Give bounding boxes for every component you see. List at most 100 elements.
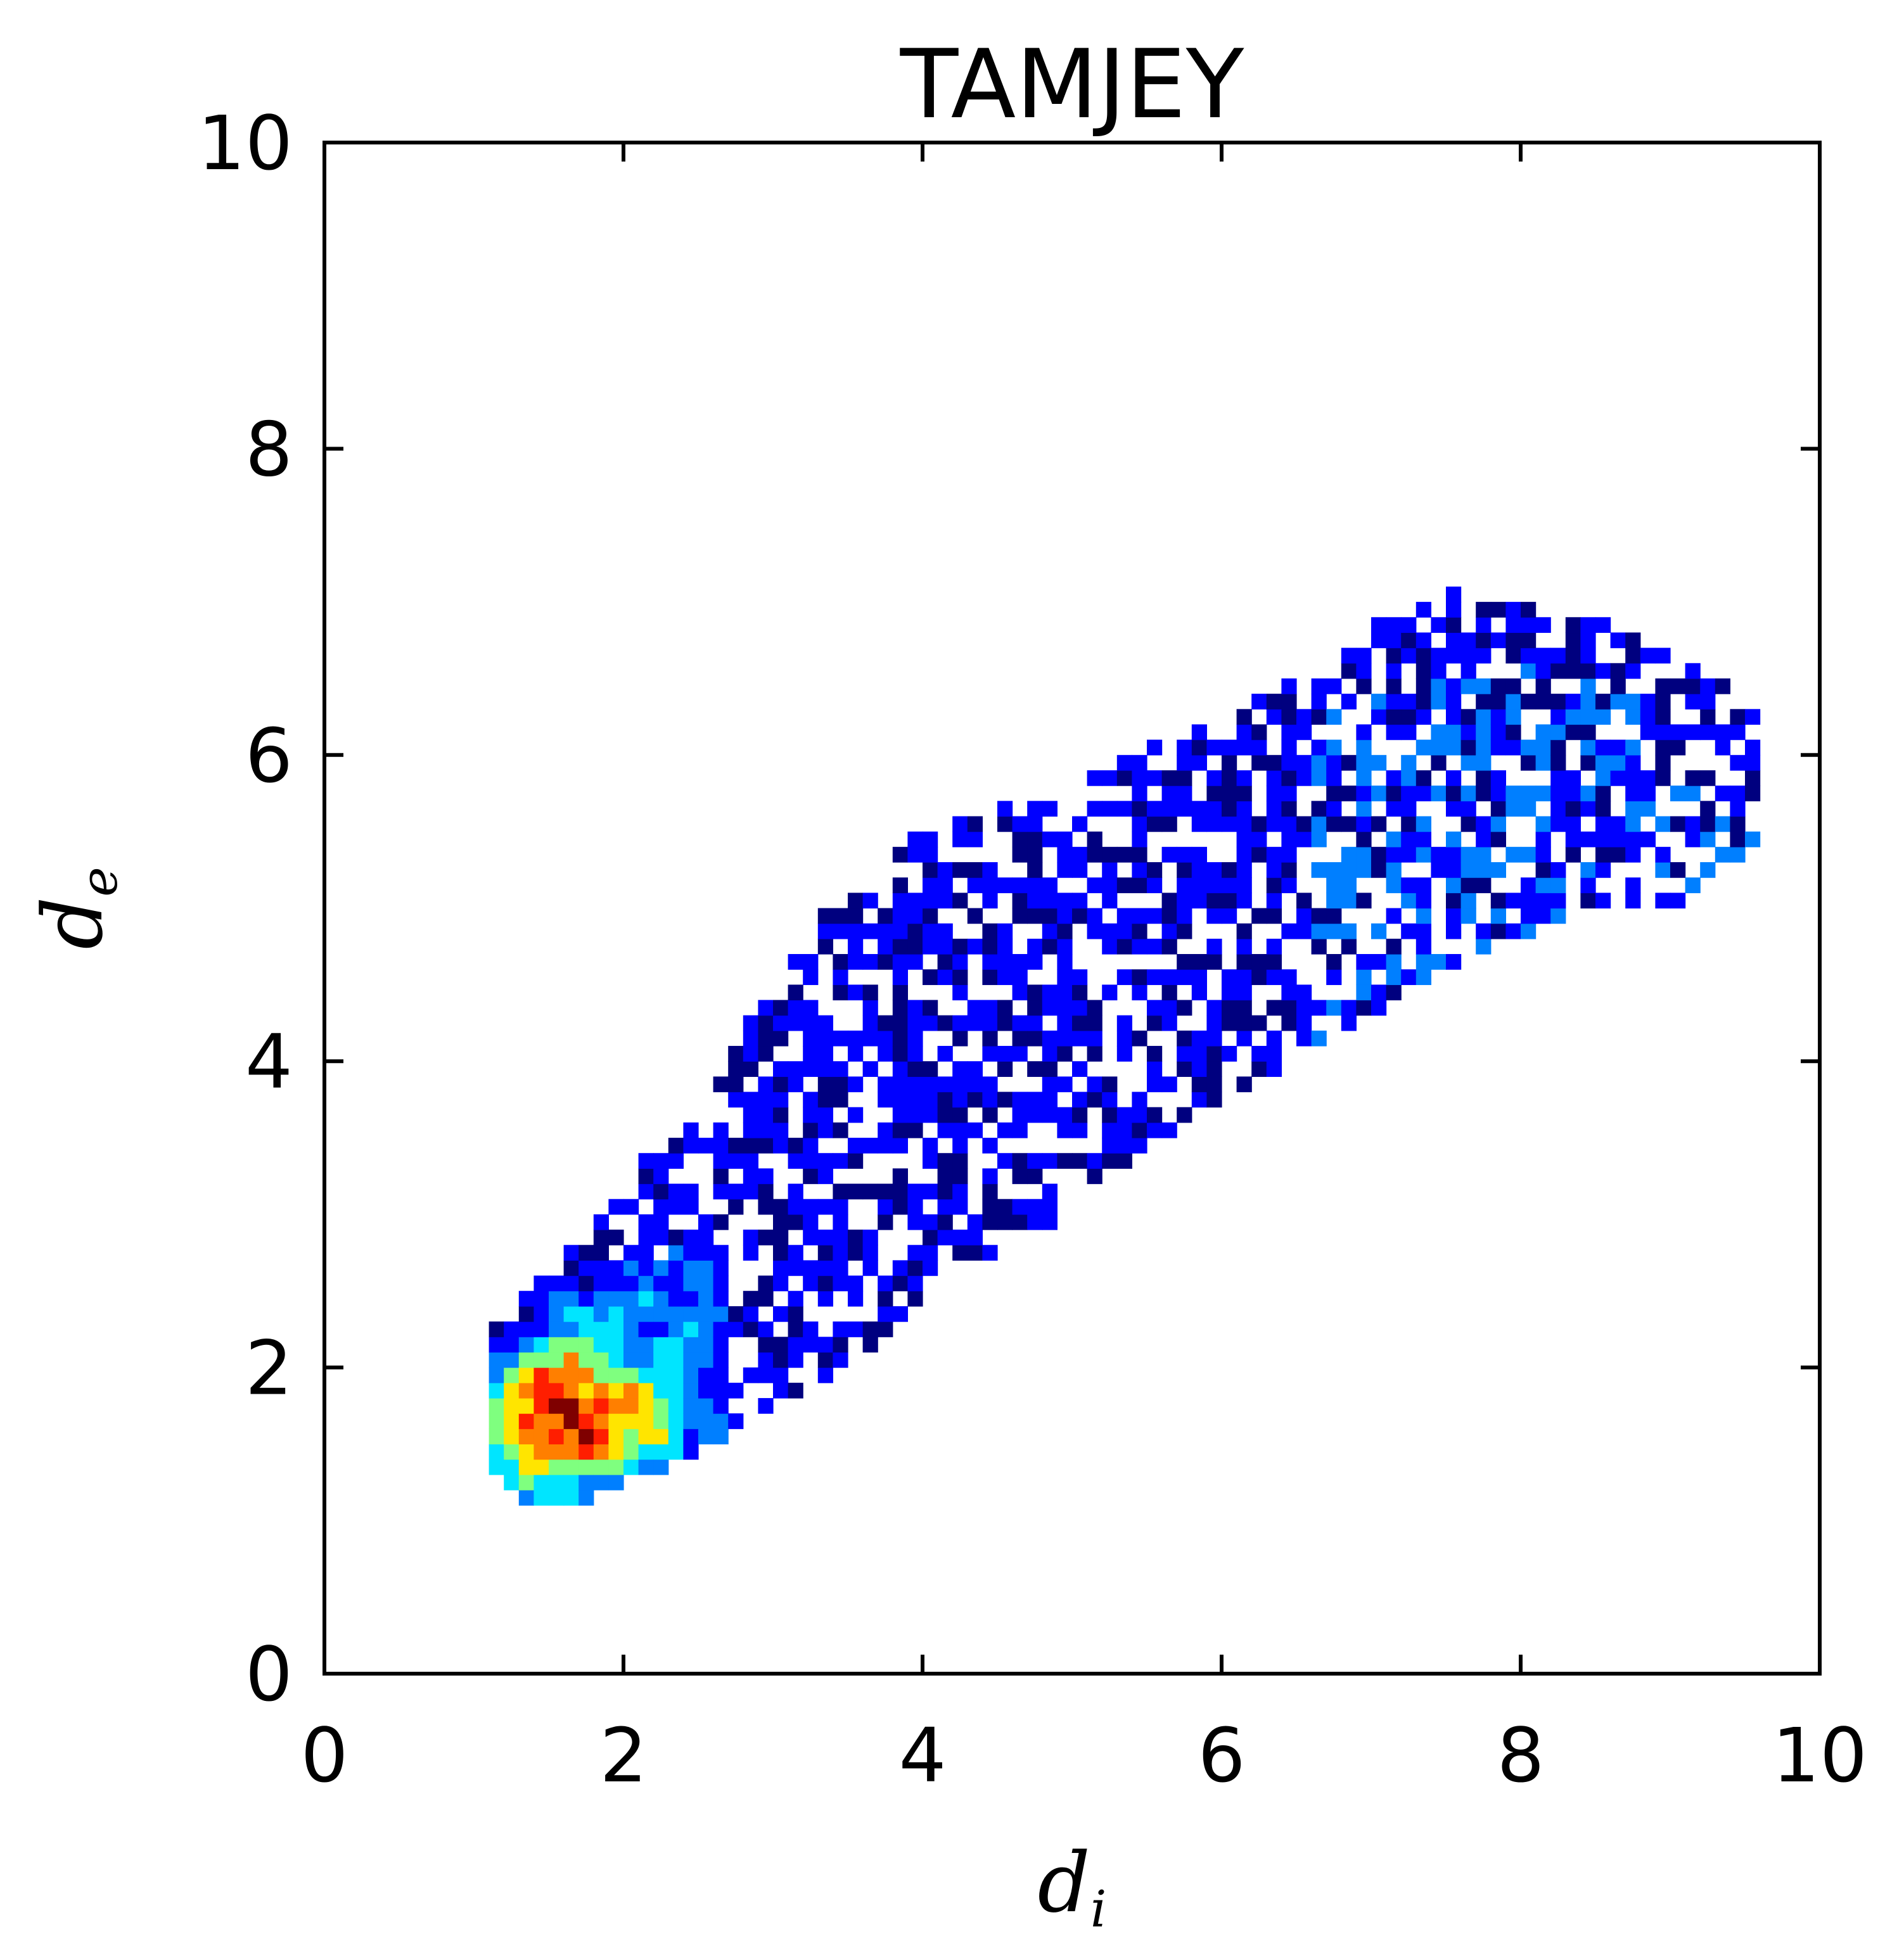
heatmap-cell xyxy=(1490,678,1506,694)
heatmap-cell xyxy=(1042,1030,1058,1047)
heatmap-cell xyxy=(982,1000,998,1016)
heatmap-cell xyxy=(907,846,923,863)
heatmap-cell xyxy=(563,1260,579,1276)
heatmap-cell xyxy=(1222,754,1237,771)
heatmap-cell xyxy=(937,1214,953,1230)
heatmap-cell xyxy=(1356,739,1372,756)
heatmap-cell xyxy=(1580,694,1596,710)
heatmap-cell xyxy=(1401,617,1417,633)
heatmap-cell xyxy=(623,1413,639,1429)
heatmap-cell xyxy=(1640,694,1656,710)
heatmap-cell xyxy=(1311,801,1327,817)
heatmap-cell xyxy=(1700,816,1716,832)
heatmap-cell xyxy=(623,1306,639,1322)
heatmap-cell xyxy=(504,1429,520,1445)
heatmap-cell xyxy=(653,1321,669,1337)
heatmap-cell xyxy=(1415,923,1431,939)
heatmap-cell xyxy=(1700,694,1716,710)
heatmap-cell xyxy=(1431,724,1447,741)
heatmap-cell xyxy=(1356,663,1372,679)
heatmap-cell xyxy=(1236,801,1252,817)
heatmap-cell xyxy=(683,1367,699,1384)
heatmap-cell xyxy=(1446,602,1462,618)
x-axis-label: di xyxy=(1038,1835,1107,1938)
heatmap-cell xyxy=(758,1352,774,1368)
heatmap-cell xyxy=(549,1321,565,1337)
heatmap-cell xyxy=(862,1015,878,1031)
heatmap-cell xyxy=(1505,632,1521,649)
heatmap-cell xyxy=(1191,1046,1207,1062)
heatmap-cell xyxy=(1730,831,1746,848)
heatmap-cell xyxy=(848,908,864,924)
heatmap-cell xyxy=(1386,724,1402,741)
heatmap-cell xyxy=(1356,678,1372,694)
heatmap-cell xyxy=(1550,877,1566,893)
heatmap-cell xyxy=(773,1000,789,1016)
heatmap-cell xyxy=(713,1214,729,1230)
heatmap-cell xyxy=(504,1444,520,1460)
heatmap-cell xyxy=(1191,1061,1207,1077)
heatmap-cell xyxy=(1521,846,1537,863)
heatmap-cell xyxy=(1087,770,1102,786)
heatmap-cell xyxy=(997,816,1013,832)
y-axis-label: de xyxy=(25,867,129,950)
heatmap-cell xyxy=(907,893,923,909)
heatmap-cell xyxy=(638,1352,654,1368)
heatmap-cell xyxy=(773,1367,789,1384)
heatmap-cell xyxy=(1042,801,1058,817)
heatmap-cell xyxy=(788,1076,803,1093)
heatmap-cell xyxy=(1490,709,1506,725)
heatmap-cell xyxy=(1595,786,1611,801)
heatmap-cell xyxy=(1476,816,1492,832)
heatmap-cell xyxy=(504,1459,520,1475)
heatmap-cell xyxy=(1087,831,1102,848)
heatmap-cell xyxy=(1505,678,1521,694)
heatmap-cell xyxy=(728,1091,744,1108)
heatmap-cell xyxy=(1326,1000,1342,1016)
heatmap-cell xyxy=(878,1076,893,1093)
heatmap-cell xyxy=(683,1275,699,1292)
heatmap-cell xyxy=(817,1030,833,1047)
heatmap-cell xyxy=(982,1076,998,1093)
heatmap-cell xyxy=(1476,786,1492,801)
heatmap-cell xyxy=(1042,1199,1058,1215)
heatmap-cell xyxy=(1222,770,1237,786)
heatmap-cell xyxy=(1356,846,1372,863)
heatmap-cell xyxy=(967,1122,983,1138)
heatmap-cell xyxy=(997,1091,1013,1108)
heatmap-cell xyxy=(803,1275,819,1292)
heatmap-cell xyxy=(623,1397,639,1414)
heatmap-cell xyxy=(518,1367,534,1384)
heatmap-cell xyxy=(788,1321,803,1337)
heatmap-cell xyxy=(923,846,938,863)
heatmap-cell xyxy=(1102,938,1118,955)
heatmap-cell xyxy=(773,1107,789,1123)
heatmap-cell xyxy=(1386,632,1402,649)
heatmap-cell xyxy=(713,1260,729,1276)
heatmap-cell xyxy=(788,1306,803,1322)
heatmap-cell xyxy=(1027,801,1043,817)
heatmap-cell xyxy=(1401,724,1417,741)
heatmap-cell xyxy=(892,846,908,863)
heatmap-cell xyxy=(623,1260,639,1276)
heatmap-cell xyxy=(997,877,1013,893)
heatmap-cell xyxy=(713,1076,729,1093)
heatmap-cell xyxy=(1236,786,1252,801)
heatmap-cell xyxy=(1580,739,1596,756)
heatmap-cell xyxy=(1177,1061,1192,1077)
heatmap-cell xyxy=(1341,862,1357,878)
heatmap-cell xyxy=(623,1321,639,1337)
heatmap-cell xyxy=(878,1306,893,1322)
heatmap-cell xyxy=(1012,1168,1028,1185)
heatmap-cell xyxy=(1356,801,1372,817)
heatmap-cell xyxy=(1565,724,1581,741)
heatmap-cell xyxy=(1012,1214,1028,1230)
heatmap-cell xyxy=(1386,647,1402,664)
heatmap-cell xyxy=(952,1183,968,1200)
heatmap-cell xyxy=(788,1214,803,1230)
heatmap-cell xyxy=(1490,632,1506,649)
heatmap-cell xyxy=(848,1046,864,1062)
heatmap-cell xyxy=(578,1382,594,1399)
heatmap-cell xyxy=(1236,954,1252,970)
heatmap-cell xyxy=(1610,816,1626,832)
